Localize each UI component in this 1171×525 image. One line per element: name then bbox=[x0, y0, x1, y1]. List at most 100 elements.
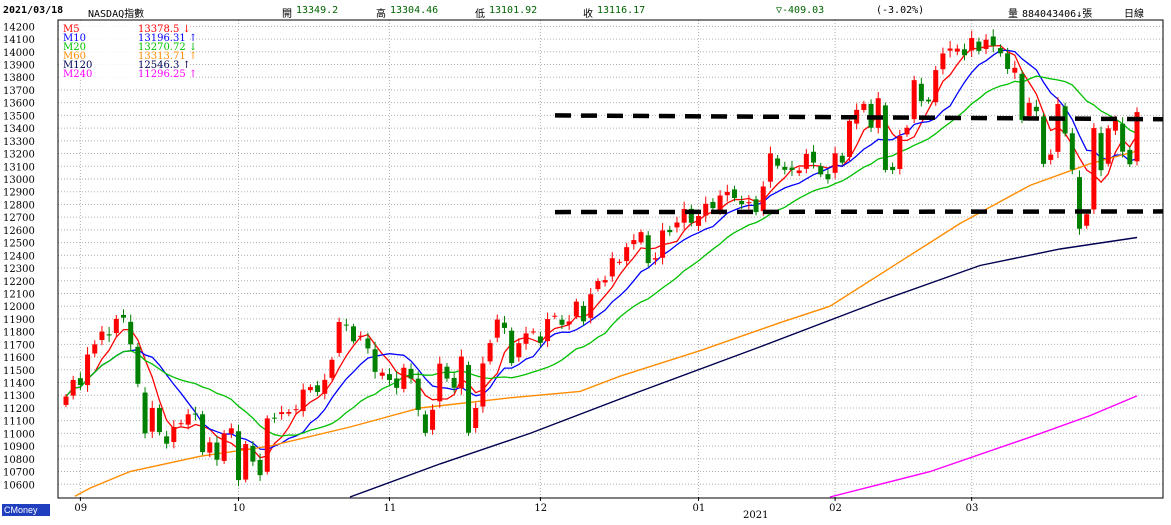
candle-body bbox=[307, 387, 313, 391]
candle-body bbox=[257, 459, 263, 476]
candle-body bbox=[164, 436, 170, 444]
candle-body bbox=[861, 103, 867, 110]
candle-body bbox=[818, 166, 824, 175]
low-label: 低 bbox=[475, 9, 485, 20]
candle-body bbox=[961, 49, 967, 56]
y-tick-label: 10800 bbox=[3, 455, 35, 466]
candle-body bbox=[581, 305, 587, 322]
plot-frame bbox=[57, 19, 1164, 499]
candle-body bbox=[1026, 102, 1032, 116]
candle-body bbox=[286, 412, 292, 414]
candle-body bbox=[1112, 120, 1118, 131]
candle-body bbox=[523, 333, 529, 344]
candle-body bbox=[739, 200, 745, 205]
candle-body bbox=[473, 407, 479, 428]
y-tick-label: 10600 bbox=[3, 480, 35, 491]
y-tick-label: 12600 bbox=[3, 226, 35, 237]
candle-body bbox=[85, 354, 91, 386]
candle-body bbox=[710, 201, 716, 209]
candle-body bbox=[149, 407, 155, 432]
candle-body bbox=[545, 319, 551, 342]
legend-value: 11296.25 ↑ bbox=[138, 69, 197, 80]
candle-body bbox=[236, 431, 242, 481]
candle-body bbox=[487, 343, 493, 362]
y-tick-label: 13800 bbox=[3, 73, 35, 84]
candle-body bbox=[731, 189, 737, 199]
candle-body bbox=[767, 153, 773, 182]
candle-body bbox=[631, 240, 637, 245]
candle-body bbox=[983, 39, 989, 50]
ma-line-m240 bbox=[829, 395, 1138, 498]
y-tick-label: 11700 bbox=[3, 340, 35, 351]
index-symbol: NASDAQ指數 bbox=[88, 9, 145, 20]
candle-body bbox=[106, 334, 112, 336]
x-axis-ticks: 09 10 11 12 01 02 03 bbox=[74, 503, 978, 514]
legend-name: M240 bbox=[63, 69, 92, 80]
candle-body bbox=[566, 321, 572, 325]
volume-label: 量 bbox=[1008, 9, 1018, 20]
y-tick-label: 11400 bbox=[3, 379, 35, 390]
legend-row: M60 13313.71 ↑ bbox=[63, 51, 197, 62]
candle-body bbox=[990, 36, 996, 46]
candle-body bbox=[430, 409, 436, 430]
candle-body bbox=[480, 363, 486, 407]
y-tick-label: 10700 bbox=[3, 468, 35, 479]
candle-body bbox=[121, 314, 127, 318]
candle-body bbox=[351, 326, 357, 342]
x-tick-label: 01 bbox=[693, 503, 706, 514]
candle-body bbox=[1062, 106, 1068, 134]
period-label: 日線 bbox=[1124, 9, 1144, 20]
candle-body bbox=[70, 379, 76, 396]
candle-body bbox=[717, 195, 723, 210]
candle-body bbox=[832, 153, 838, 173]
candle-body bbox=[796, 170, 802, 174]
legend-value: 12546.3 ↑ bbox=[138, 60, 191, 71]
legend-background bbox=[60, 22, 190, 78]
candle-body bbox=[221, 433, 227, 461]
candle-body bbox=[616, 261, 622, 263]
legend-name: M5 bbox=[63, 24, 80, 35]
candle-body bbox=[343, 324, 349, 326]
candle-body bbox=[703, 203, 709, 216]
candle-body bbox=[171, 427, 177, 443]
legend-name: M20 bbox=[63, 42, 86, 53]
candle-body bbox=[1012, 67, 1018, 73]
legend-value: 13378.5 ↓ bbox=[138, 24, 191, 35]
candle-body bbox=[681, 209, 687, 223]
y-tick-label: 13500 bbox=[3, 111, 35, 122]
candle-body bbox=[322, 379, 328, 394]
candle-body bbox=[674, 222, 680, 228]
candle-body bbox=[92, 344, 98, 354]
candle-body bbox=[279, 412, 285, 415]
candle-body bbox=[918, 83, 924, 102]
y-tick-label: 13600 bbox=[3, 99, 35, 110]
candle-body bbox=[1048, 154, 1054, 160]
y-tick-label: 11900 bbox=[3, 315, 35, 326]
ma-line-m10 bbox=[65, 49, 1138, 451]
y-tick-label: 12200 bbox=[3, 277, 35, 288]
candle-body bbox=[976, 41, 982, 51]
change-percent: (-3.02%) bbox=[876, 5, 925, 16]
candle-body bbox=[113, 318, 119, 334]
candle-body bbox=[1091, 128, 1097, 210]
resistance-line bbox=[554, 113, 1164, 122]
candle-body bbox=[192, 413, 198, 415]
candle-body bbox=[207, 442, 213, 453]
candle-body bbox=[422, 414, 428, 433]
legend-value: 13313.71 ↑ bbox=[138, 51, 197, 62]
candle-body bbox=[969, 38, 975, 51]
y-tick-label: 14200 bbox=[3, 22, 35, 33]
candle-body bbox=[811, 151, 817, 163]
close-label: 收 bbox=[583, 9, 593, 20]
candle-body bbox=[365, 338, 371, 349]
candle-body bbox=[624, 247, 630, 262]
candle-body bbox=[494, 319, 500, 338]
candle-body bbox=[1005, 53, 1011, 69]
candle-body bbox=[77, 378, 83, 386]
y-tick-label: 11000 bbox=[3, 429, 35, 440]
candle-body bbox=[156, 408, 162, 433]
candle-body bbox=[911, 80, 917, 120]
candle-body bbox=[696, 216, 702, 226]
y-tick-label: 11100 bbox=[3, 417, 35, 428]
